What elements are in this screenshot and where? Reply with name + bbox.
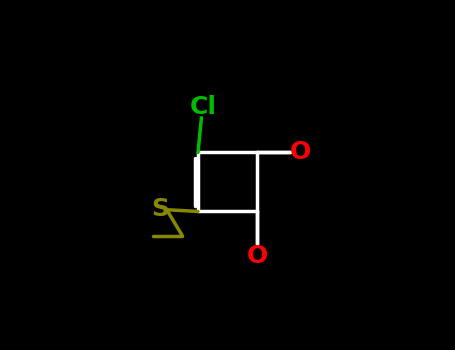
Text: O: O	[247, 244, 268, 268]
Text: Cl: Cl	[190, 95, 217, 119]
Text: O: O	[290, 140, 311, 164]
Text: S: S	[151, 197, 169, 221]
